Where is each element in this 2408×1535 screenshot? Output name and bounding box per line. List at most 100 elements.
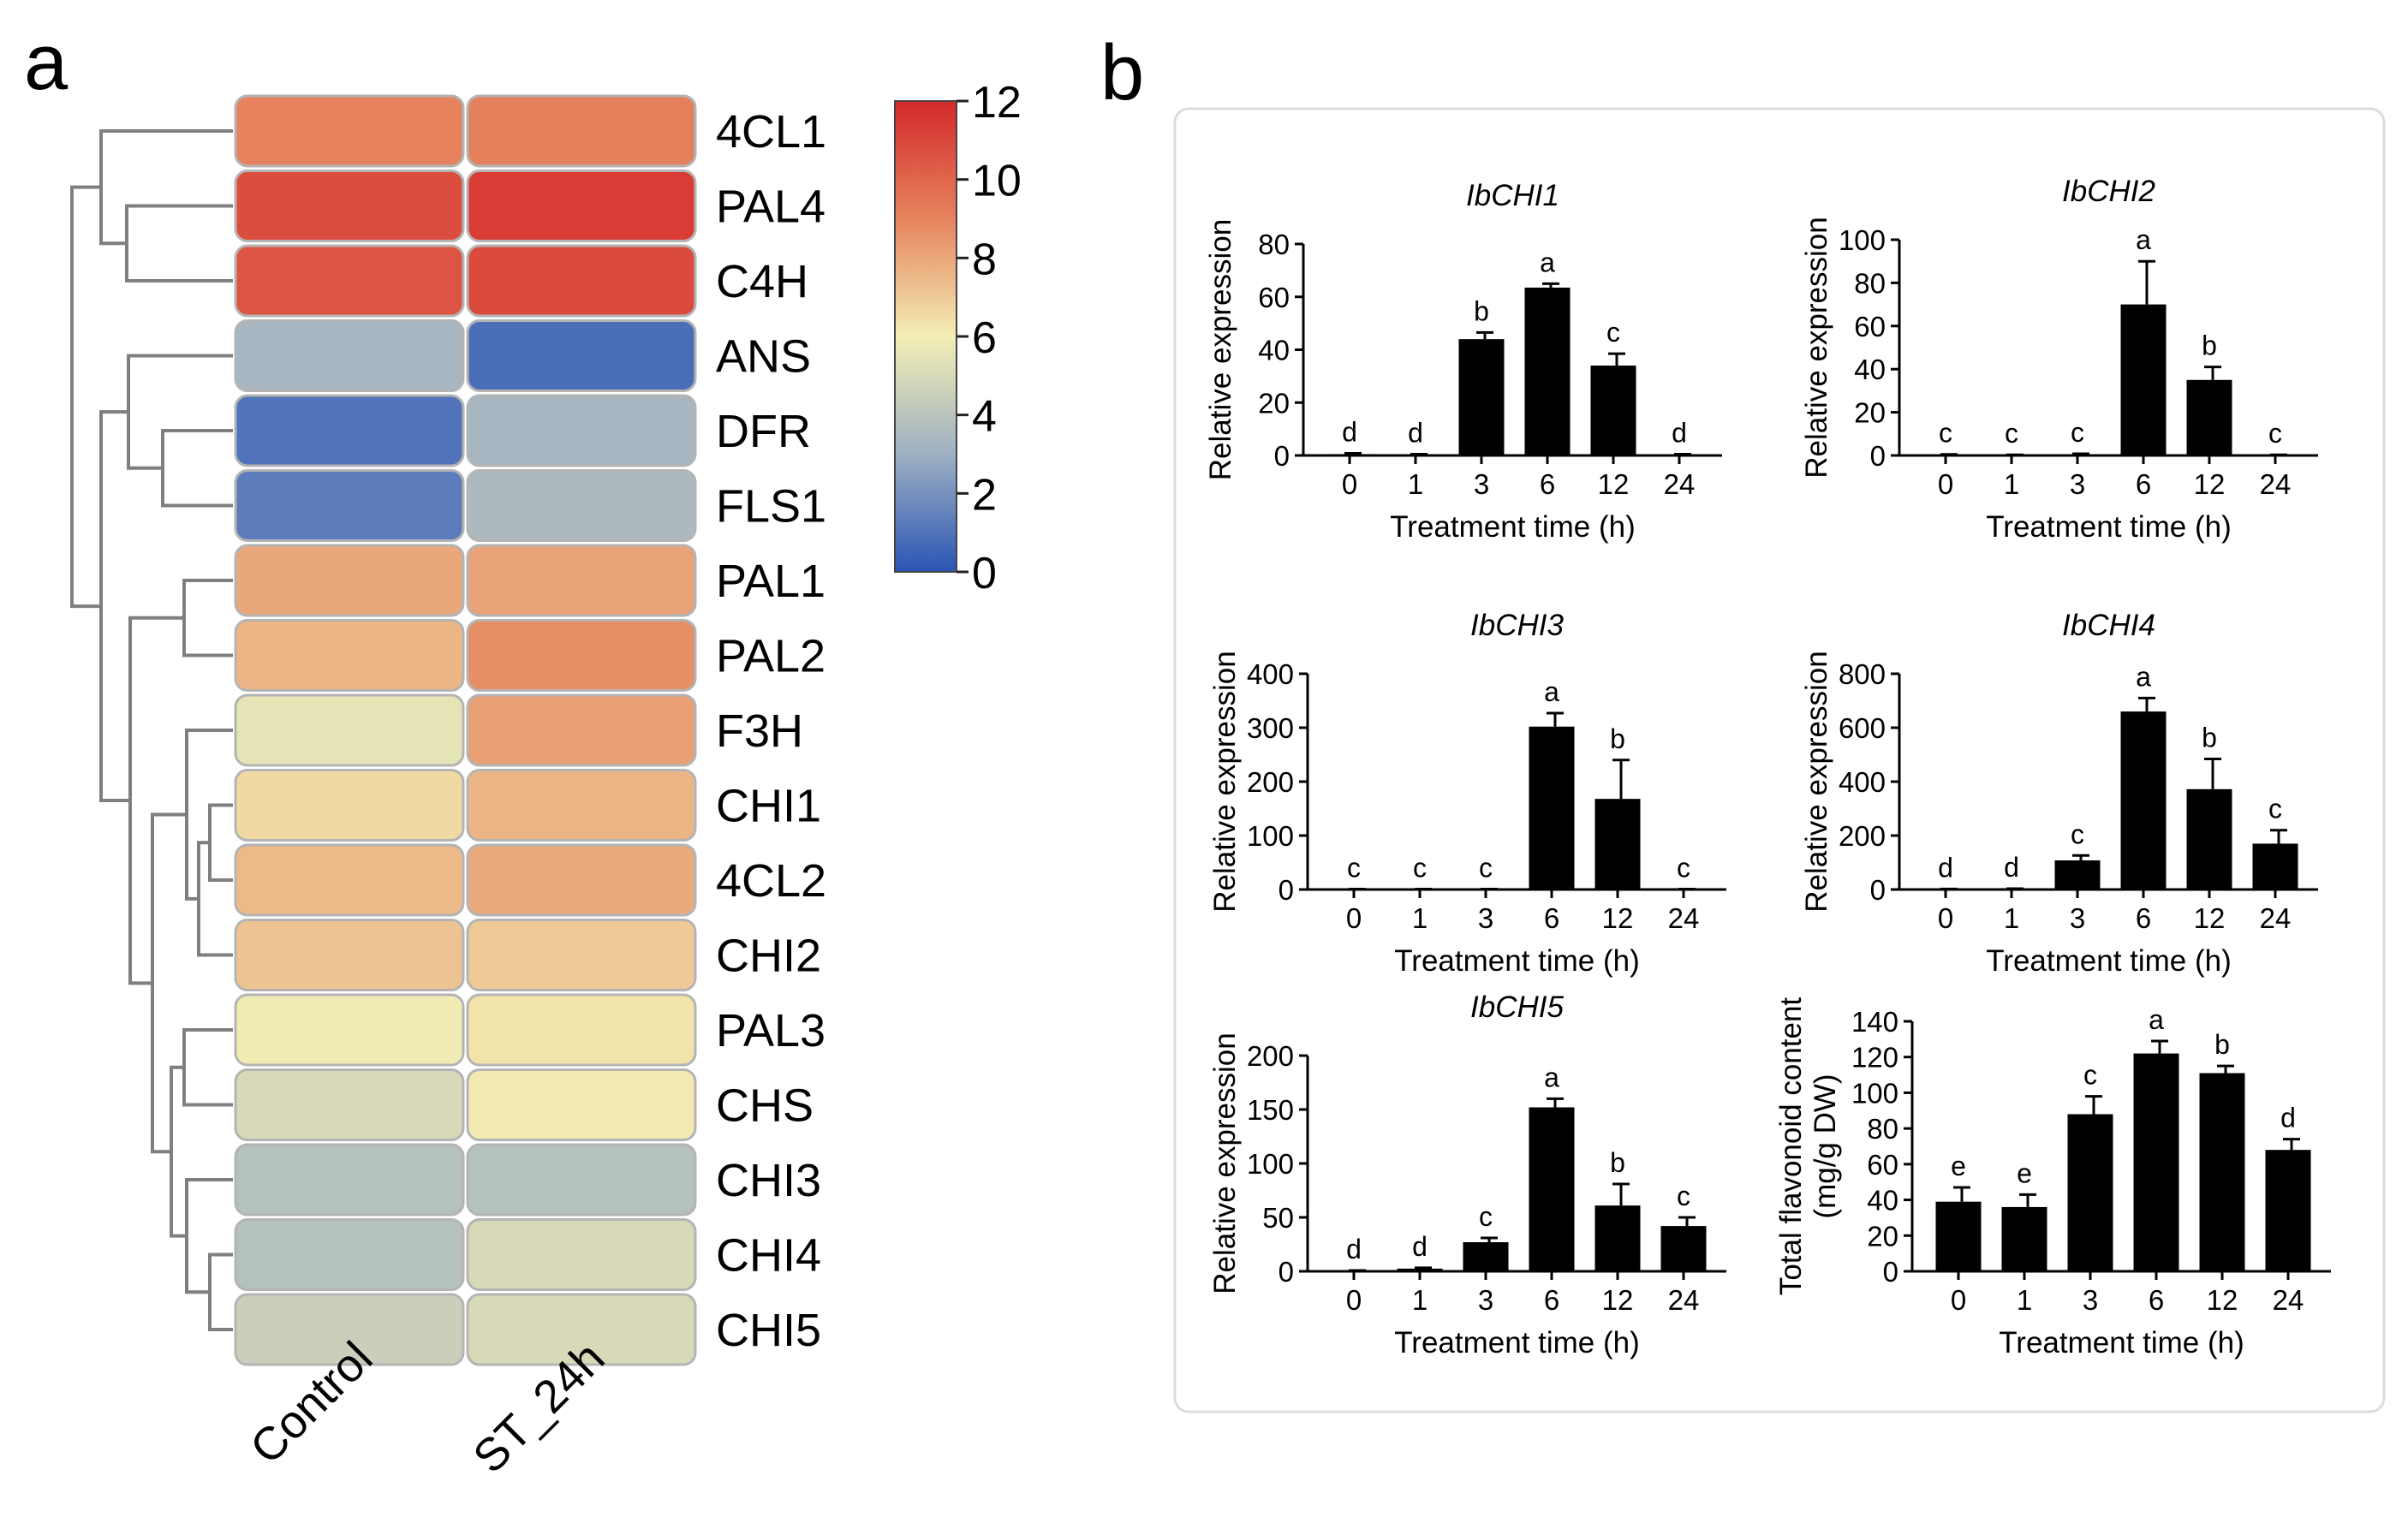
y-axis-label: Relative expression (1204, 219, 1237, 480)
heatmap-cell (234, 1293, 465, 1366)
x-tick-label: 1 (1412, 1284, 1428, 1316)
x-tick-label: 0 (1346, 1284, 1362, 1316)
panel-a-letter: a (24, 19, 69, 106)
chart-title: IbCHI2 (2062, 175, 2155, 208)
y-tick-label: 0 (1870, 440, 1886, 472)
heatmap-row-label: C4H (716, 256, 808, 307)
significance-label: b (1610, 723, 1625, 754)
x-axis-label: Treatment time (h) (1986, 510, 2232, 544)
y-tick-label: 0 (1883, 1256, 1898, 1288)
bar (2252, 843, 2298, 889)
bar-chart: 0 20 40 60 80 100 0 c 1 c 3 c 6 a 12 b 24 c Treatment time… (1800, 175, 2318, 544)
x-tick-label: 24 (2273, 1284, 2304, 1316)
heatmap-cell (234, 919, 465, 991)
x-tick-label: 12 (2207, 1284, 2238, 1316)
significance-label: a (1544, 676, 1559, 707)
heatmap-cell (234, 469, 465, 542)
colorbar-gradient (894, 100, 957, 573)
x-tick-label: 3 (2070, 902, 2085, 934)
colorbar-tick-label: 10 (972, 157, 1022, 206)
y-axis-label: Total flavonoid content (1774, 997, 1808, 1296)
significance-label: c (1677, 1181, 1690, 1211)
y-tick-label: 20 (1854, 397, 1886, 429)
colorbar-tick-label: 4 (972, 392, 997, 442)
significance-label: b (2202, 330, 2217, 361)
y-tick-label: 60 (1867, 1149, 1898, 1181)
bar-chart: 0 20 40 60 80 0 d 1 d 3 b 6 a 12 c 24 d Treatment time (h… (1204, 179, 1722, 544)
heatmap: 4CL1 PAL4 C4H ANS DFR FLS1 PAL1 PAL2 F3H CHI1 4CL2… (234, 94, 826, 1483)
bar (1458, 339, 1505, 455)
heatmap-cell (234, 394, 465, 467)
dendrogram-branch (161, 429, 233, 508)
x-tick-label: 3 (1474, 468, 1489, 500)
significance-label: c (1479, 852, 1493, 883)
y-tick-label: 400 (1247, 658, 1294, 690)
x-axis-label: Treatment time (h) (1999, 1326, 2244, 1359)
dendrogram-branch (182, 1028, 233, 1107)
x-axis-label: Treatment time (h) (1394, 1326, 1640, 1359)
heatmap-cell (466, 769, 697, 842)
heatmap-cell (466, 843, 697, 917)
x-tick-label: 3 (1478, 1284, 1493, 1316)
y-tick-label: 80 (1867, 1113, 1898, 1145)
significance-label: a (2149, 1004, 2164, 1035)
bar (1529, 726, 1575, 889)
y-tick-label: 150 (1247, 1094, 1294, 1126)
y-axis-label: Relative expression (1208, 651, 1242, 912)
dendrogram-branch (208, 803, 233, 882)
heatmap-cell (234, 769, 465, 842)
significance-label: d (1346, 1234, 1362, 1264)
y-tick-label: 40 (1854, 354, 1886, 385)
y-tick-label: 50 (1262, 1202, 1294, 1234)
bar (1326, 454, 1373, 455)
heatmap-cell (466, 693, 697, 767)
heatmap-row-label: PAL4 (716, 181, 826, 233)
x-tick-label: 24 (2260, 902, 2292, 934)
heatmap-row-label: CHI5 (716, 1305, 821, 1356)
bar (2199, 1073, 2245, 1271)
row-dendrogram (70, 129, 233, 1331)
significance-label: b (1610, 1147, 1625, 1178)
bar-chart: 0 200 400 600 800 0 d 1 d 3 c 6 a 12 b 24 c Treatment tim… (1800, 609, 2318, 978)
significance-label: a (1540, 247, 1555, 277)
x-tick-label: 1 (1408, 468, 1423, 500)
heatmap-row-label: 4CL2 (716, 855, 826, 907)
chart-title: IbCHI3 (1470, 609, 1564, 642)
y-tick-label: 200 (1247, 1040, 1294, 1072)
bar (2120, 711, 2167, 889)
y-tick-label: 20 (1258, 387, 1290, 419)
heatmap-cell (466, 544, 697, 617)
x-tick-label: 0 (1342, 468, 1357, 500)
bar (2133, 1053, 2179, 1271)
heatmap-row-label: CHS (716, 1080, 814, 1132)
bar (2001, 1206, 2047, 1271)
bar (2186, 379, 2232, 455)
y-axis-label-units: (mg/g DW) (1809, 1074, 1842, 1218)
heatmap-cell (466, 394, 697, 467)
significance-label: d (1412, 1231, 1428, 1262)
y-tick-label: 200 (1247, 766, 1294, 798)
significance-label: b (2214, 1029, 2230, 1060)
x-tick-label: 1 (2004, 902, 2019, 934)
significance-label: c (2005, 418, 2018, 449)
heatmap-row-label: F3H (716, 705, 803, 757)
y-tick-label: 800 (1839, 658, 1886, 690)
significance-label: c (2071, 818, 2084, 849)
x-tick-label: 0 (1951, 1284, 1966, 1316)
heatmap-cell (466, 1218, 697, 1291)
significance-label: e (1951, 1151, 1966, 1181)
significance-label: b (2202, 723, 2217, 753)
y-tick-label: 80 (1854, 267, 1886, 299)
dendrogram-branch (128, 616, 184, 985)
x-tick-label: 24 (1664, 468, 1696, 500)
chart-title: IbCHI4 (2062, 609, 2155, 642)
y-tick-label: 100 (1839, 224, 1886, 256)
x-tick-label: 6 (2136, 468, 2151, 500)
significance-label: d (2004, 852, 2019, 883)
x-tick-label: 24 (1668, 1284, 1700, 1316)
colorbar: 12 10 8 6 4 2 0 (894, 78, 1022, 598)
dendrogram-branch (182, 579, 233, 657)
heatmap-cell (466, 619, 697, 692)
